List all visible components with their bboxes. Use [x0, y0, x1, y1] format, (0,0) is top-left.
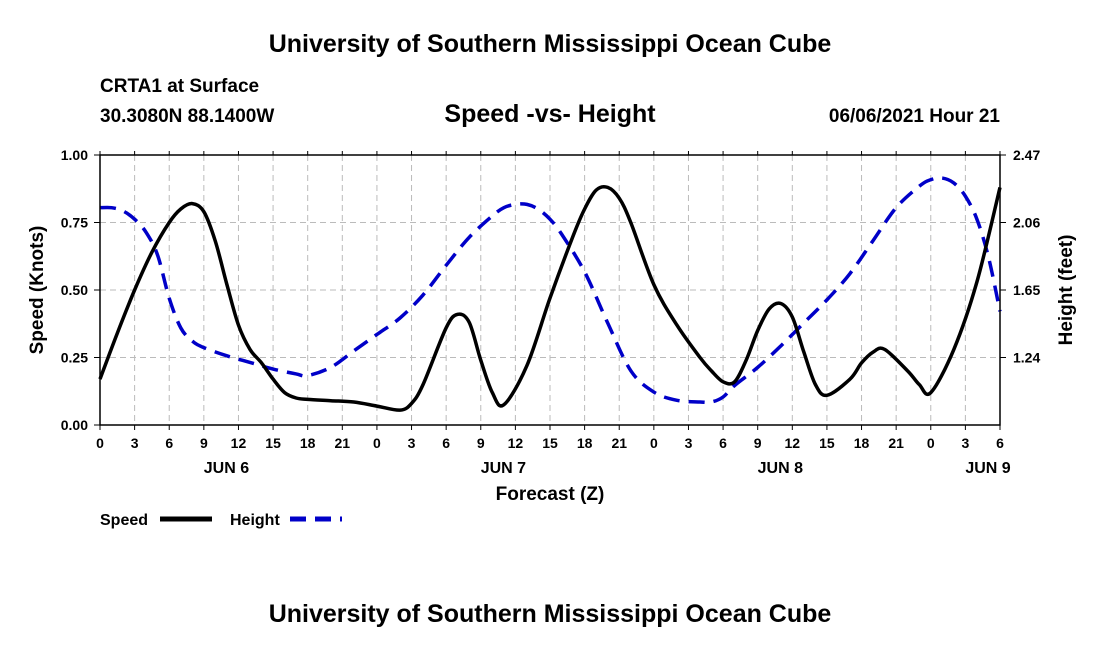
- x-day-label: JUN 8: [758, 460, 803, 477]
- station-coordinates: 30.3080N 88.1400W: [100, 106, 275, 127]
- x-tick-label: 21: [888, 435, 904, 451]
- x-tick-label: 9: [200, 435, 208, 451]
- x-tick-label: 3: [131, 435, 139, 451]
- x-tick-label: 6: [165, 435, 173, 451]
- x-tick-label: 18: [577, 435, 593, 451]
- x-day-label: JUN 7: [481, 460, 526, 477]
- y-tick-label: 0.00: [61, 417, 88, 433]
- y2-tick-label: 2.47: [1013, 147, 1040, 163]
- y-tick-label: 0.25: [61, 350, 88, 366]
- axes: 0 3 6 9 12 15 18 21 0 3 6 9 12 15 18 21 0 3 6 9 12 15 18 21 0 3 6 J…: [61, 147, 1041, 477]
- y-tick-label: 0.50: [61, 282, 88, 298]
- x-tick-label: 12: [231, 435, 247, 451]
- x-tick-label: 12: [508, 435, 524, 451]
- x-tick-label: 21: [335, 435, 351, 451]
- y-axis-label: Speed (Knots): [27, 226, 48, 355]
- x-tick-label: 18: [300, 435, 316, 451]
- station-name: CRTA1 at Surface: [100, 76, 260, 97]
- x-tick-label: 12: [785, 435, 801, 451]
- y2-tick-label: 1.65: [1013, 282, 1040, 298]
- y-tick-label: 0.75: [61, 215, 88, 231]
- x-tick-label: 0: [373, 435, 381, 451]
- x-axis-label: Forecast (Z): [496, 484, 605, 505]
- x-tick-label: 15: [265, 435, 281, 451]
- legend-label: Speed: [100, 512, 148, 529]
- x-tick-label: 3: [408, 435, 416, 451]
- x-tick-label: 15: [819, 435, 835, 451]
- y2-axis-label: Height (feet): [1056, 235, 1077, 346]
- x-tick-label: 15: [542, 435, 558, 451]
- series-speed-line: [98, 184, 1002, 412]
- y2-tick-label: 1.24: [1013, 350, 1040, 366]
- series-layer: [98, 176, 1002, 412]
- x-tick-label: 3: [961, 435, 969, 451]
- x-tick-label: 0: [96, 435, 104, 451]
- grid: [100, 155, 1000, 425]
- x-tick-label: 9: [754, 435, 762, 451]
- x-tick-label: 6: [996, 435, 1004, 451]
- legend-label: Height: [230, 512, 280, 529]
- x-day-label: JUN 9: [965, 460, 1010, 477]
- x-tick-label: 9: [477, 435, 485, 451]
- x-tick-label: 21: [611, 435, 627, 451]
- x-tick-label: 3: [685, 435, 693, 451]
- x-tick-label: 6: [719, 435, 727, 451]
- x-tick-label: 6: [442, 435, 450, 451]
- x-day-label: JUN 6: [204, 460, 249, 477]
- page-title: University of Southern Mississippi Ocean…: [268, 30, 832, 58]
- legend: Speed Height: [100, 512, 342, 529]
- x-tick-label: 0: [650, 435, 658, 451]
- footer-title: University of Southern Mississippi Ocean…: [268, 600, 832, 628]
- chart-title: Speed -vs- Height: [444, 100, 656, 128]
- series-height-line: [99, 176, 1002, 405]
- y-tick-label: 1.00: [61, 147, 88, 163]
- forecast-datetime: 06/06/2021 Hour 21: [828, 106, 1000, 127]
- x-tick-label: 18: [854, 435, 870, 451]
- x-tick-label: 0: [927, 435, 935, 451]
- y2-tick-label: 2.06: [1013, 215, 1040, 231]
